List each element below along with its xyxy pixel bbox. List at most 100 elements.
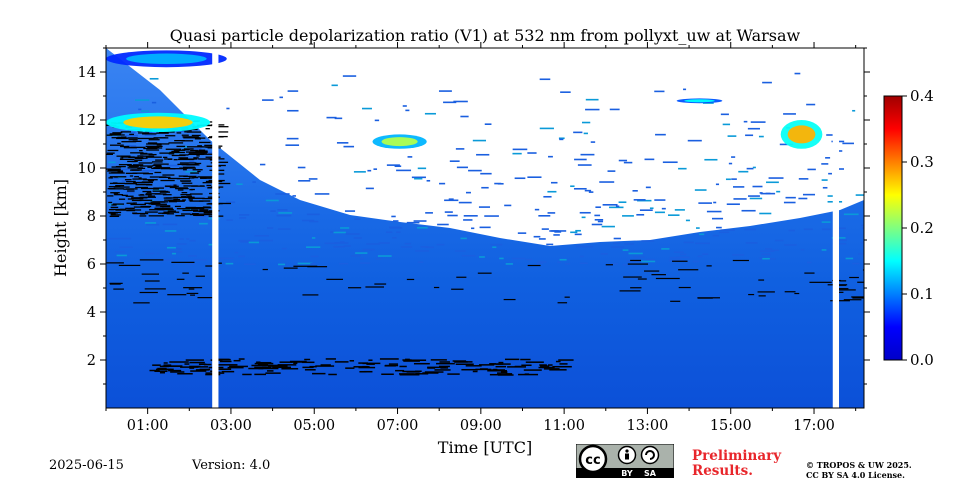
noise-mark <box>134 157 144 160</box>
noise-mark <box>110 213 116 215</box>
noise-mark <box>111 134 125 136</box>
noise-mark <box>189 213 199 216</box>
noise-mark <box>706 265 712 267</box>
noise-mark <box>117 136 125 139</box>
noise-mark <box>176 132 182 134</box>
speckle-mark <box>779 143 794 146</box>
noise-mark <box>192 176 199 179</box>
speckle-mark <box>333 246 345 248</box>
speckle-mark <box>622 215 634 217</box>
noise-mark <box>154 171 162 174</box>
noise-mark <box>164 199 177 201</box>
noise-mark <box>254 366 272 369</box>
speckle-mark <box>649 207 654 210</box>
noise-mark <box>138 132 150 134</box>
noise-mark <box>159 365 170 368</box>
speckle-mark <box>774 239 784 242</box>
noise-mark <box>140 194 144 196</box>
noise-mark <box>140 213 146 215</box>
noise-mark <box>219 360 232 363</box>
noise-mark <box>131 197 148 199</box>
x-tick-label: 01:00 <box>127 418 169 434</box>
noise-mark <box>152 164 162 167</box>
speckle-mark <box>609 108 620 111</box>
noise-mark <box>144 280 160 282</box>
noise-mark <box>188 197 205 199</box>
noise-mark <box>126 181 135 183</box>
noise-mark <box>115 209 133 211</box>
noise-mark <box>148 147 155 149</box>
noise-mark <box>181 134 189 136</box>
speckle-mark <box>492 246 497 249</box>
noise-mark <box>148 153 157 156</box>
noise-mark <box>248 367 264 370</box>
noise-mark <box>179 162 197 164</box>
speckle-mark <box>225 201 236 204</box>
noise-mark <box>156 147 163 149</box>
noise-mark <box>202 182 212 184</box>
noise-mark <box>527 264 541 267</box>
noise-mark <box>128 165 139 167</box>
noise-mark <box>186 292 199 295</box>
speckle-mark <box>548 155 553 158</box>
noise-mark <box>406 278 415 281</box>
noise-mark <box>205 146 209 148</box>
speckle-mark <box>613 237 621 240</box>
noise-mark <box>564 296 570 298</box>
noise-mark <box>301 361 315 364</box>
noise-mark <box>619 290 641 292</box>
speckle-mark <box>208 243 213 246</box>
noise-mark <box>109 182 126 185</box>
speckle-mark <box>641 240 655 242</box>
noise-mark <box>181 196 187 198</box>
speckle-mark <box>362 107 372 110</box>
speckle-mark <box>539 78 551 81</box>
speckle-mark <box>353 171 366 173</box>
noise-mark <box>651 274 666 276</box>
speckle-mark <box>314 193 330 195</box>
noise-mark <box>168 153 175 155</box>
noise-mark <box>163 156 168 159</box>
noise-mark <box>110 206 119 209</box>
colorbar-tick-label: 0.0 <box>910 351 934 369</box>
speckle-mark <box>204 151 216 154</box>
speckle-mark <box>121 180 130 183</box>
noise-mark <box>408 359 427 361</box>
speckle-mark <box>350 255 361 257</box>
speckle-mark <box>645 186 651 189</box>
noise-mark <box>192 169 203 171</box>
noise-mark <box>194 138 201 140</box>
speckle-mark <box>668 259 682 261</box>
noise-mark <box>836 289 856 291</box>
noise-mark <box>203 363 212 366</box>
noise-mark <box>159 152 170 154</box>
noise-mark <box>173 150 181 152</box>
noise-mark <box>121 141 137 143</box>
noise-mark <box>794 292 800 295</box>
speckle-mark <box>449 160 460 162</box>
noise-mark <box>835 291 844 293</box>
speckle-mark <box>622 263 631 266</box>
speckle-mark <box>702 102 714 104</box>
speckle-mark <box>333 245 339 248</box>
speckle-mark <box>579 262 588 265</box>
speckle-mark <box>225 262 234 265</box>
noise-mark <box>487 370 507 372</box>
noise-mark <box>216 358 231 361</box>
speckle-mark <box>297 262 313 265</box>
speckle-mark <box>618 201 627 204</box>
noise-mark <box>116 155 131 157</box>
noise-mark <box>186 164 200 166</box>
speckle-mark <box>722 123 731 126</box>
speckle-mark <box>858 253 864 255</box>
speckle-mark <box>654 211 665 214</box>
noise-mark <box>254 373 267 376</box>
speckle-mark <box>374 119 380 122</box>
speckle-mark <box>762 81 772 84</box>
speckle-mark <box>581 216 586 219</box>
noise-mark <box>374 283 387 285</box>
speckle-mark <box>615 205 620 208</box>
noise-mark <box>555 360 561 363</box>
speckle-mark <box>310 262 316 265</box>
noise-mark <box>242 373 252 376</box>
